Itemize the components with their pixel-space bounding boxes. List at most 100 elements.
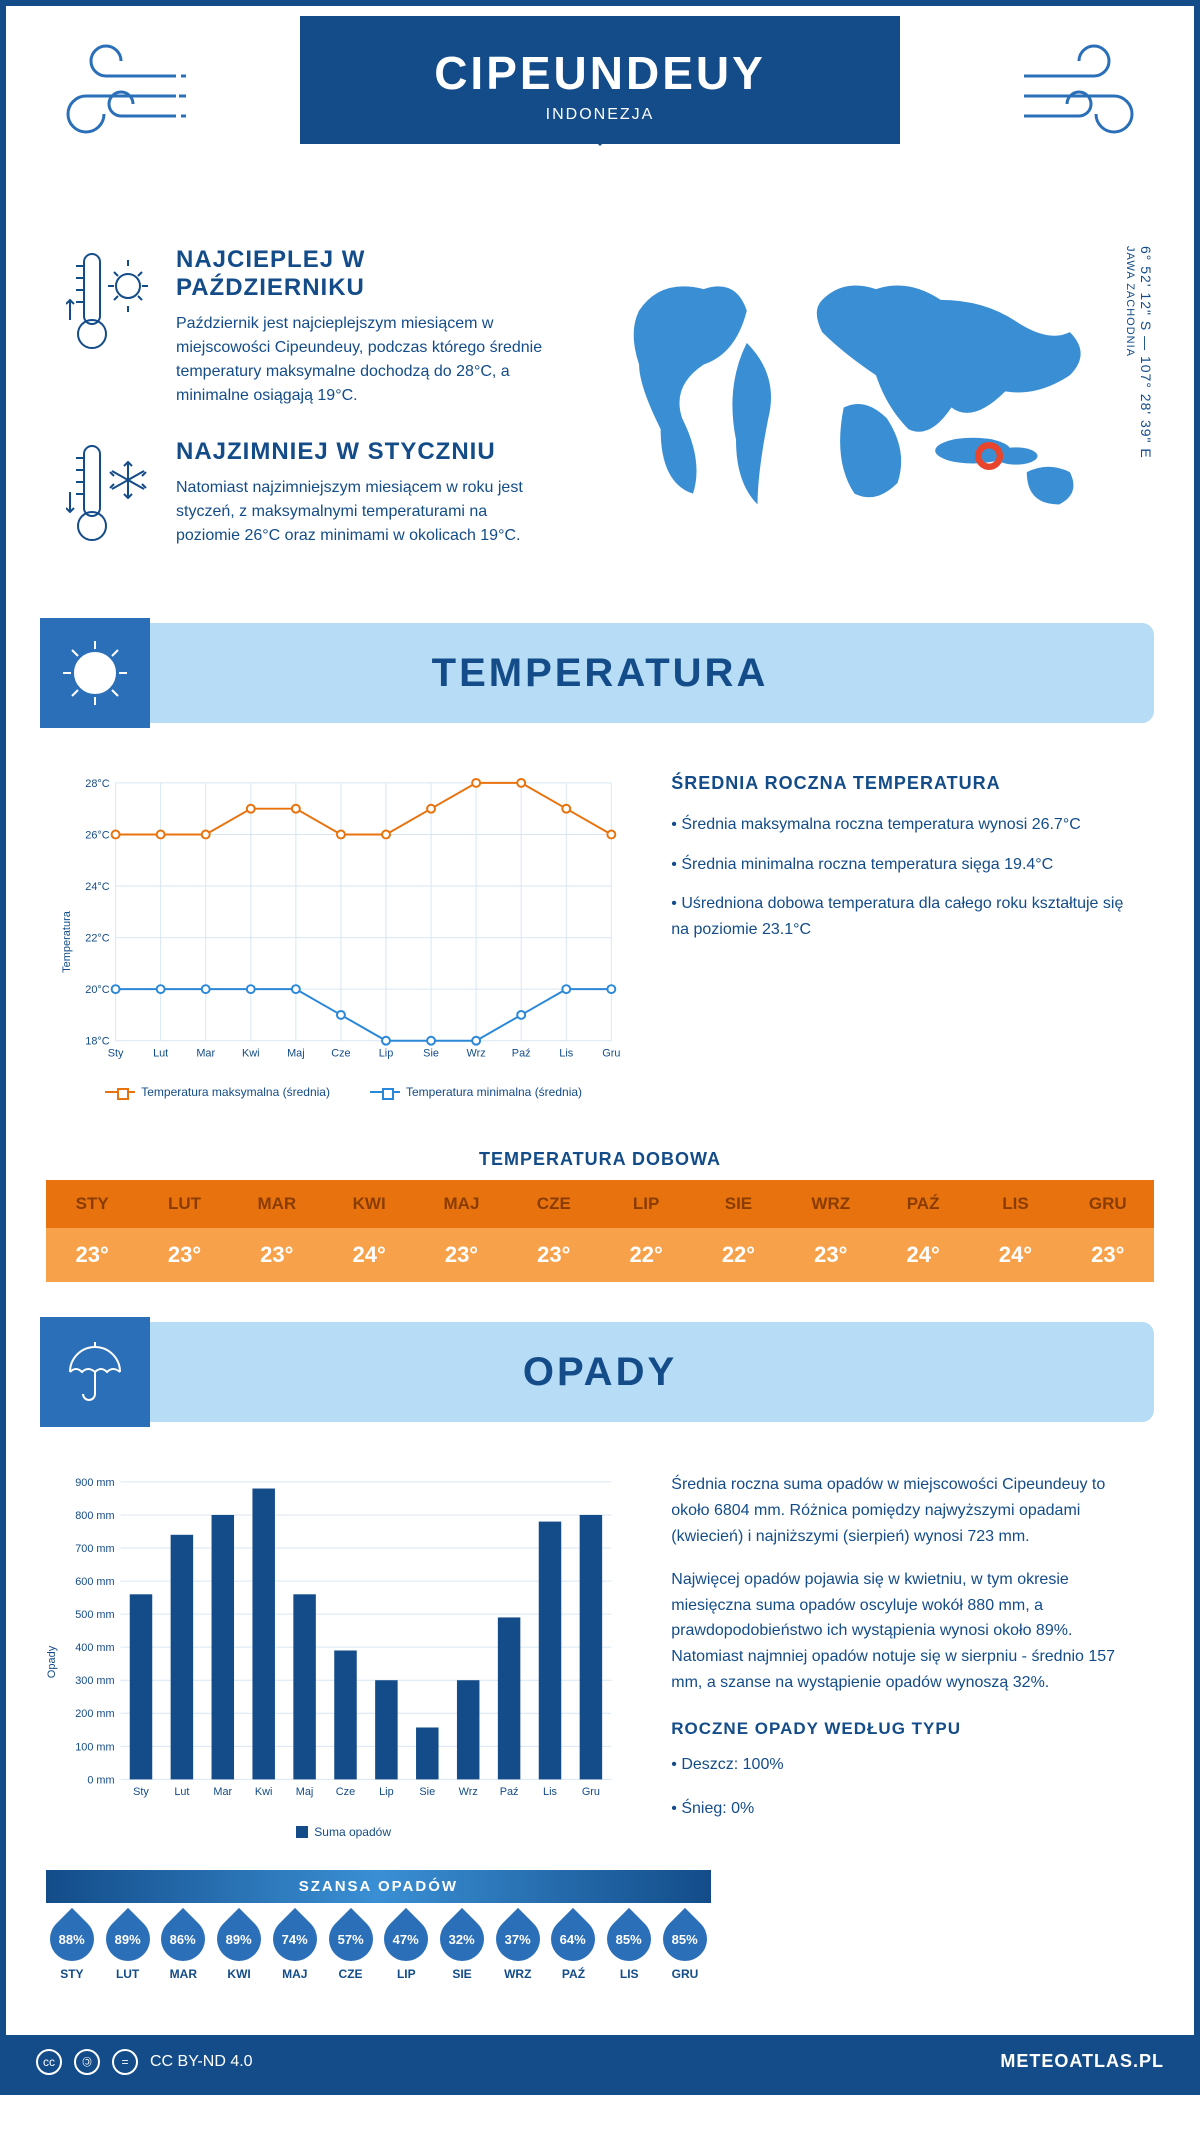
warmest-title: NAJCIEPLEJ W PAŹDZIERNIKU <box>176 246 556 302</box>
svg-text:Maj: Maj <box>287 1048 305 1060</box>
wind-icon-right <box>1014 36 1154 156</box>
svg-text:Lis: Lis <box>559 1048 573 1060</box>
precipitation-bar-chart: Opady 0 mm100 mm200 mm300 mm400 mm500 mm… <box>66 1472 621 1838</box>
svg-text:Sty: Sty <box>108 1048 124 1060</box>
month-header: LIP <box>600 1180 692 1228</box>
coldest-title: NAJZIMNIEJ W STYCZNIU <box>176 438 556 466</box>
svg-text:Sie: Sie <box>419 1787 435 1799</box>
raindrop-icon: 32% <box>431 1907 493 1969</box>
raindrop-icon: 47% <box>375 1907 437 1969</box>
chance-item: 88%STY <box>46 1917 98 1981</box>
svg-text:Mar: Mar <box>213 1787 232 1799</box>
svg-text:Kwi: Kwi <box>242 1048 260 1060</box>
chance-item: 32%SIE <box>436 1917 488 1981</box>
daily-temp-value: 24° <box>323 1228 415 1282</box>
cc-nd-icon: = <box>112 2049 138 2075</box>
svg-text:Gru: Gru <box>602 1048 620 1060</box>
temperature-title: TEMPERATURA <box>46 651 1154 696</box>
raindrop-icon: 86% <box>152 1907 214 1969</box>
svg-text:Wrz: Wrz <box>467 1048 486 1060</box>
svg-text:18°C: 18°C <box>85 1036 109 1048</box>
svg-text:20°C: 20°C <box>85 984 109 996</box>
svg-text:Sie: Sie <box>423 1048 439 1060</box>
raindrop-icon: 85% <box>598 1907 660 1969</box>
svg-text:Kwi: Kwi <box>255 1787 273 1799</box>
world-map <box>596 246 1134 548</box>
thermometer-snow-icon <box>66 438 156 553</box>
page-frame: CIPEUNDEUY INDONEZJA NAJCIEPLEJ W PAŹDZI… <box>0 0 1200 2095</box>
title-banner: CIPEUNDEUY INDONEZJA <box>300 16 900 144</box>
coldest-block: NAJZIMNIEJ W STYCZNIU Natomiast najzimni… <box>66 438 556 553</box>
month-header: LIS <box>969 1180 1061 1228</box>
raindrop-icon: 89% <box>96 1907 158 1969</box>
chance-item: 37%WRZ <box>492 1917 544 1981</box>
daily-temp-value: 23° <box>415 1228 507 1282</box>
svg-text:400 mm: 400 mm <box>75 1643 114 1655</box>
month-header: MAJ <box>415 1180 507 1228</box>
chance-item: 89%KWI <box>213 1917 265 1981</box>
month-header: MAR <box>231 1180 323 1228</box>
temperature-section-header: TEMPERATURA <box>46 623 1154 723</box>
precipitation-legend: Suma opadów <box>66 1825 621 1839</box>
chance-item: 89%LUT <box>102 1917 154 1981</box>
svg-text:Lip: Lip <box>379 1787 394 1799</box>
daily-temp-value: 22° <box>692 1228 784 1282</box>
svg-text:Lip: Lip <box>379 1048 394 1060</box>
svg-text:500 mm: 500 mm <box>75 1610 114 1622</box>
cc-by-icon: 🄯 <box>74 2049 100 2075</box>
svg-text:Sty: Sty <box>133 1787 149 1799</box>
coordinates: 6° 52' 12" S — 107° 28' 39" E JAWA ZACHO… <box>1122 246 1154 459</box>
temperature-legend: Temperatura maksymalna (średnia) Tempera… <box>66 1085 621 1099</box>
precipitation-info: Średnia roczna suma opadów w miejscowośc… <box>671 1472 1134 1839</box>
warmest-block: NAJCIEPLEJ W PAŹDZIERNIKU Październik je… <box>66 246 556 408</box>
daily-temp-table: STYLUTMARKWIMAJCZELIPSIEWRZPAŹLISGRU 23°… <box>46 1180 1154 1282</box>
daily-temp-value: 24° <box>969 1228 1061 1282</box>
city-title: CIPEUNDEUY <box>300 46 900 100</box>
svg-text:0 mm: 0 mm <box>87 1775 114 1787</box>
svg-text:26°C: 26°C <box>85 829 109 841</box>
footer: cc 🄯 = CC BY-ND 4.0 METEOATLAS.PL <box>6 2035 1194 2089</box>
chance-item: 47%LIP <box>380 1917 432 1981</box>
svg-text:Lis: Lis <box>543 1787 557 1799</box>
month-header: GRU <box>1062 1180 1154 1228</box>
sun-icon <box>40 618 150 728</box>
svg-text:700 mm: 700 mm <box>75 1543 114 1555</box>
daily-temp-value: 23° <box>1062 1228 1154 1282</box>
chance-item: 74%MAJ <box>269 1917 321 1981</box>
raindrop-icon: 64% <box>542 1907 604 1969</box>
site-name: METEOATLAS.PL <box>1000 2051 1164 2072</box>
svg-text:Lut: Lut <box>174 1787 189 1799</box>
cc-icon: cc <box>36 2049 62 2075</box>
chance-item: 64%PAŹ <box>548 1917 600 1981</box>
svg-text:300 mm: 300 mm <box>75 1676 114 1688</box>
raindrop-icon: 85% <box>654 1907 716 1969</box>
license-text: CC BY-ND 4.0 <box>150 2053 253 2071</box>
daily-temp-value: 23° <box>46 1228 138 1282</box>
svg-text:Mar: Mar <box>196 1048 215 1060</box>
svg-text:Lut: Lut <box>153 1048 168 1060</box>
daily-temp-value: 23° <box>138 1228 230 1282</box>
daily-temp-value: 23° <box>508 1228 600 1282</box>
svg-text:Gru: Gru <box>582 1787 600 1799</box>
svg-text:Maj: Maj <box>296 1787 314 1799</box>
daily-temp-value: 24° <box>877 1228 969 1282</box>
warmest-text: Październik jest najcieplejszym miesiące… <box>176 312 556 408</box>
svg-text:Cze: Cze <box>336 1787 355 1799</box>
chance-item: 85%GRU <box>659 1917 711 1981</box>
precipitation-section-header: OPADY <box>46 1322 1154 1422</box>
svg-text:200 mm: 200 mm <box>75 1709 114 1721</box>
month-header: KWI <box>323 1180 415 1228</box>
svg-text:Wrz: Wrz <box>459 1787 478 1799</box>
month-header: SIE <box>692 1180 784 1228</box>
raindrop-icon: 88% <box>41 1907 103 1969</box>
month-header: CZE <box>508 1180 600 1228</box>
daily-temp-title: TEMPERATURA DOBOWA <box>6 1149 1194 1170</box>
daily-temp-value: 22° <box>600 1228 692 1282</box>
month-header: STY <box>46 1180 138 1228</box>
wind-icon-left <box>46 36 186 156</box>
svg-text:800 mm: 800 mm <box>75 1510 114 1522</box>
chance-item: 85%LIS <box>603 1917 655 1981</box>
raindrop-icon: 57% <box>319 1907 381 1969</box>
svg-text:Paź: Paź <box>500 1787 519 1799</box>
daily-temp-value: 23° <box>785 1228 877 1282</box>
